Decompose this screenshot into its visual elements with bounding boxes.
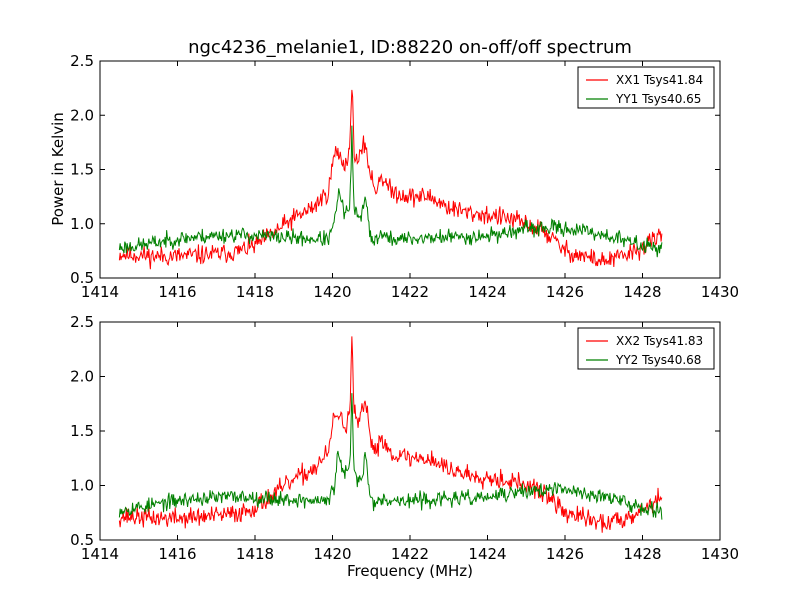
y-tick-label-bottom: 2.0 (70, 368, 94, 386)
x-tick-label-top: 1430 (701, 283, 739, 301)
x-tick-label-top: 1426 (546, 283, 584, 301)
x-axis-label: Frequency (MHz) (347, 562, 473, 580)
legend-top: XX1 Tsys41.84 YY1 Tsys40.65 (577, 66, 715, 109)
panel-bottom: 1414 1416 1418 1420 1422 1424 1426 1428 1430 0.5 1… (70, 313, 739, 563)
panel-top: 1414 1416 1418 1420 1422 1424 1426 1428 1430 0.5 1… (70, 52, 739, 301)
series-line-bottom-2 (118, 393, 663, 520)
x-tick-label-bottom: 1430 (701, 545, 739, 563)
legend-label-top-2: YY1 Tsys40.65 (615, 92, 701, 106)
y-tick-label-top: 2.5 (70, 52, 94, 70)
x-tick-label-bottom: 1414 (81, 545, 119, 563)
y-tick-label-bottom: 0.5 (70, 531, 94, 549)
x-tick-label-bottom: 1424 (468, 545, 506, 563)
y-tick-label-bottom: 1.0 (70, 477, 94, 495)
series-line-top-2 (118, 125, 663, 258)
x-tick-label-top: 1422 (391, 283, 429, 301)
legend-box-bottom (577, 327, 715, 370)
series-line-top-1 (118, 89, 663, 270)
y-tick-label-top: 0.5 (70, 269, 94, 287)
x-tick-label-bottom: 1426 (546, 545, 584, 563)
y-tick-label-bottom: 1.5 (70, 422, 94, 440)
y-tick-label-top: 1.0 (70, 215, 94, 233)
series-line-bottom-1 (118, 336, 663, 533)
x-tick-label-top: 1420 (313, 283, 351, 301)
y-tick-label-top: 2.0 (70, 106, 94, 124)
y-axis-label: Power in Kelvin (49, 112, 67, 226)
x-tick-label-bottom: 1416 (158, 545, 196, 563)
chart-title: ngc4236_melanie1, ID:88220 on-off/off sp… (188, 37, 632, 58)
x-tick-label-bottom: 1422 (391, 545, 429, 563)
x-tick-label-bottom: 1420 (313, 545, 351, 563)
legend-label-bottom-1: XX2 Tsys41.83 (616, 334, 703, 348)
legend-label-top-1: XX1 Tsys41.84 (616, 73, 703, 87)
y-tick-label-top: 1.5 (70, 161, 94, 179)
legend-box-top (577, 66, 715, 109)
x-tick-label-top: 1416 (158, 283, 196, 301)
legend-bottom: XX2 Tsys41.83 YY2 Tsys40.68 (577, 327, 715, 370)
x-tick-label-top: 1414 (81, 283, 119, 301)
legend-label-bottom-2: YY2 Tsys40.68 (615, 353, 701, 367)
x-tick-label-top: 1418 (236, 283, 274, 301)
y-tick-label-bottom: 2.5 (70, 313, 94, 331)
x-tick-label-bottom: 1418 (236, 545, 274, 563)
x-tick-label-bottom: 1428 (623, 545, 661, 563)
x-tick-label-top: 1428 (623, 283, 661, 301)
x-tick-label-top: 1424 (468, 283, 506, 301)
